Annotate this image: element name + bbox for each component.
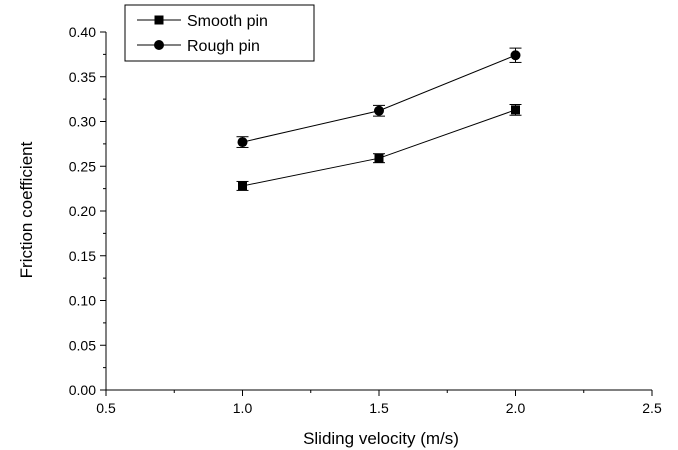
x-tick-label: 1.0 xyxy=(233,400,253,416)
y-tick-label: 0.15 xyxy=(69,248,96,264)
y-tick-label: 0.10 xyxy=(69,293,96,309)
y-tick-label: 0.20 xyxy=(69,203,96,219)
series-circle xyxy=(236,47,522,148)
x-tick-label: 0.5 xyxy=(96,400,116,416)
y-tick-label: 0.30 xyxy=(69,114,96,130)
legend-label: Rough pin xyxy=(187,38,260,55)
y-tick-label: 0.35 xyxy=(69,69,96,85)
data-point xyxy=(374,105,384,116)
axes: 0.5 1.0 1.5 2.0 2.5 0.00 0.05 0.10 0.15 0.20 0.25 0… xyxy=(69,24,662,416)
data-point xyxy=(237,137,248,148)
x-tick-label: 2.0 xyxy=(506,400,526,416)
data-point xyxy=(238,181,247,191)
x-axis-title: Sliding velocity (m/s) xyxy=(303,429,459,448)
legend-label: Smooth pin xyxy=(187,13,268,30)
series-layer xyxy=(236,47,522,191)
y-tick-label: 0.00 xyxy=(69,382,96,398)
legend: Smooth pin Rough pin xyxy=(124,4,315,62)
legend-marker xyxy=(154,15,164,25)
y-tick-label: 0.40 xyxy=(69,24,96,40)
y-tick-label: 0.25 xyxy=(69,158,96,174)
legend-entry: Rough pin xyxy=(137,38,260,55)
y-axis-title: Friction coefficient xyxy=(17,141,36,278)
x-tick-label: 1.5 xyxy=(369,400,389,416)
legend-marker xyxy=(154,40,164,50)
legend-entry: Smooth pin xyxy=(137,13,268,30)
y-tick-label: 0.05 xyxy=(69,337,96,353)
data-point xyxy=(510,50,521,61)
data-point xyxy=(374,153,384,163)
x-tick-label: 2.5 xyxy=(642,400,662,416)
data-point xyxy=(511,105,520,115)
series-line xyxy=(242,109,516,187)
series-square xyxy=(236,103,522,191)
series-line xyxy=(242,54,516,143)
legend-box xyxy=(124,4,315,62)
